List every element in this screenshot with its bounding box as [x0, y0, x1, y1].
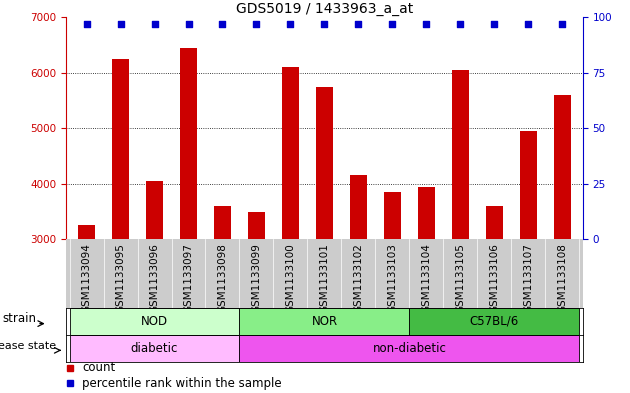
- Bar: [452, 70, 469, 239]
- Bar: [554, 95, 571, 239]
- Bar: [418, 187, 435, 239]
- Point: [490, 21, 500, 27]
- Text: GSM1133108: GSM1133108: [558, 243, 568, 313]
- Bar: [486, 206, 503, 239]
- Text: GSM1133103: GSM1133103: [387, 243, 398, 313]
- Text: GSM1133106: GSM1133106: [490, 243, 500, 313]
- Text: GSM1133097: GSM1133097: [183, 243, 193, 313]
- Bar: [316, 87, 333, 239]
- Bar: [520, 131, 537, 239]
- Bar: [384, 192, 401, 239]
- Point: [217, 21, 227, 27]
- Text: GSM1133101: GSM1133101: [319, 243, 329, 313]
- Text: NOD: NOD: [141, 315, 168, 328]
- Text: diabetic: diabetic: [131, 342, 178, 355]
- Text: GSM1133096: GSM1133096: [149, 243, 159, 313]
- Point: [115, 21, 125, 27]
- Text: GSM1133107: GSM1133107: [524, 243, 534, 313]
- Text: C57BL/6: C57BL/6: [470, 315, 519, 328]
- Bar: [69, 308, 239, 335]
- Point: [387, 21, 398, 27]
- Point: [353, 21, 364, 27]
- Point: [251, 21, 261, 27]
- Point: [524, 21, 534, 27]
- Bar: [214, 206, 231, 239]
- Bar: [350, 176, 367, 239]
- Text: GSM1133105: GSM1133105: [455, 243, 466, 313]
- Point: [319, 21, 329, 27]
- Point: [421, 21, 432, 27]
- Text: count: count: [83, 361, 116, 374]
- Point: [149, 21, 159, 27]
- Title: GDS5019 / 1433963_a_at: GDS5019 / 1433963_a_at: [236, 2, 413, 16]
- Text: GSM1133100: GSM1133100: [285, 243, 295, 312]
- Bar: [78, 226, 95, 239]
- Bar: [69, 335, 239, 362]
- Point: [455, 21, 466, 27]
- Bar: [410, 308, 580, 335]
- Bar: [248, 211, 265, 239]
- Text: percentile rank within the sample: percentile rank within the sample: [83, 376, 282, 389]
- Bar: [146, 181, 163, 239]
- Bar: [282, 67, 299, 239]
- Text: GSM1133104: GSM1133104: [421, 243, 432, 313]
- Point: [558, 21, 568, 27]
- Point: [81, 21, 91, 27]
- Text: GSM1133102: GSM1133102: [353, 243, 364, 313]
- Bar: [239, 308, 410, 335]
- Bar: [239, 335, 580, 362]
- Text: GSM1133094: GSM1133094: [81, 243, 91, 313]
- Bar: [180, 48, 197, 239]
- Text: GSM1133098: GSM1133098: [217, 243, 227, 313]
- Text: disease state: disease state: [0, 340, 56, 351]
- Point: [183, 21, 193, 27]
- Text: GSM1133099: GSM1133099: [251, 243, 261, 313]
- Text: GSM1133095: GSM1133095: [115, 243, 125, 313]
- Text: strain: strain: [3, 312, 37, 325]
- Text: NOR: NOR: [311, 315, 338, 328]
- Point: [285, 21, 295, 27]
- Text: non-diabetic: non-diabetic: [372, 342, 446, 355]
- Bar: [112, 59, 129, 239]
